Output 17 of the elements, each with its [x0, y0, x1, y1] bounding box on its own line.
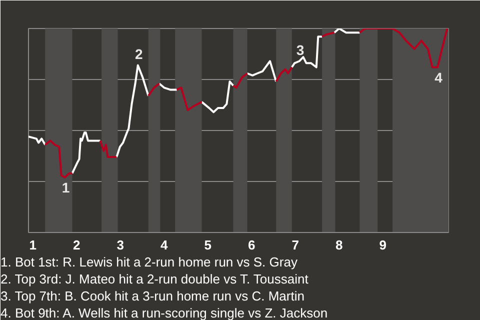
- x-tick-label: 4: [160, 238, 169, 252]
- annotation: 2: [134, 46, 143, 62]
- x-tick-label: 2: [73, 238, 80, 252]
- x-tick-label: 9: [379, 238, 386, 252]
- text: 1. Bot 1st: R. Lewis hit a 2-run home run vs S. Gray: [0, 254, 298, 270]
- annotation: 4: [434, 69, 443, 86]
- text: 2. Top 3rd: J. Mateo hit a 2-run double vs T. Toussaint: [0, 272, 309, 286]
- x-tick-label: 6: [248, 238, 256, 252]
- x-tick-label: 8: [336, 238, 343, 252]
- x-tick-label: 7: [292, 238, 299, 252]
- annotation: 3: [296, 42, 304, 58]
- text: 4. Bot 9th: A. Wells hit a run-scoring single vs Z. Jackson: [0, 306, 328, 320]
- x-tick-label: 5: [204, 238, 212, 252]
- text: 3. Top 7th: B. Cook hit a 3-run home run vs C. Martin: [0, 288, 304, 304]
- x-tick-label: 3: [116, 238, 124, 252]
- annotation: 1: [62, 179, 70, 196]
- x-tick-label: 1: [29, 238, 36, 252]
